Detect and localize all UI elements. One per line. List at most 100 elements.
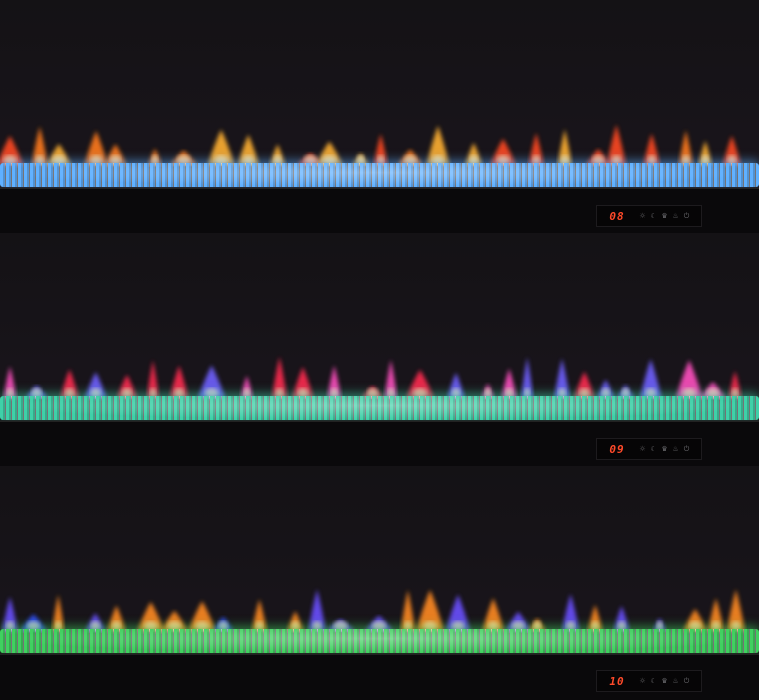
flame bbox=[52, 594, 65, 631]
flame-core bbox=[167, 621, 182, 631]
flame-core bbox=[532, 155, 540, 165]
control-panel: 09 ☼ ☾ ♛ ♨ ⏻ bbox=[596, 438, 702, 460]
flame bbox=[85, 371, 107, 398]
flame-core bbox=[451, 621, 465, 631]
flame bbox=[574, 371, 595, 398]
fireplace-panel-2: 09 ☼ ☾ ♛ ♨ ⏻ bbox=[0, 233, 759, 467]
flame-core bbox=[533, 621, 542, 631]
flame bbox=[501, 368, 517, 398]
flame bbox=[316, 141, 343, 165]
brightness-icon[interactable]: ☼ bbox=[639, 212, 646, 220]
flame-core bbox=[645, 388, 657, 398]
flame bbox=[587, 604, 603, 631]
flame-core bbox=[682, 155, 690, 165]
flame-core bbox=[111, 621, 122, 631]
crown-icon[interactable]: ♛ bbox=[661, 212, 668, 220]
flame-core bbox=[204, 388, 219, 398]
brightness-icon[interactable]: ☼ bbox=[639, 677, 646, 685]
power-icon[interactable]: ⏻ bbox=[683, 211, 690, 220]
flame-core bbox=[524, 388, 531, 398]
flame-core bbox=[218, 621, 229, 631]
flame bbox=[31, 126, 48, 165]
flame bbox=[188, 600, 216, 631]
fireplace-panel-1: 08 ☼ ☾ ♛ ♨ ⏻ bbox=[0, 0, 759, 234]
flame-core bbox=[647, 155, 656, 165]
flames bbox=[3, 356, 742, 398]
flame bbox=[84, 130, 108, 165]
flame-core bbox=[423, 621, 437, 631]
flame bbox=[292, 366, 314, 398]
flame-core bbox=[312, 621, 322, 631]
flame-core bbox=[367, 388, 379, 398]
flame-core bbox=[511, 621, 525, 631]
flame bbox=[251, 599, 267, 631]
power-icon[interactable]: ⏻ bbox=[683, 676, 690, 685]
crown-icon[interactable]: ♛ bbox=[661, 677, 668, 685]
flame-core bbox=[333, 621, 348, 631]
flame-core bbox=[356, 155, 365, 165]
flame-core bbox=[149, 388, 156, 398]
flame-core bbox=[731, 388, 739, 398]
flame bbox=[137, 601, 165, 631]
flame bbox=[726, 589, 745, 631]
flame-core bbox=[413, 388, 427, 398]
flame-core bbox=[505, 388, 513, 398]
crown-icon[interactable]: ♛ bbox=[661, 445, 668, 453]
flame-core bbox=[90, 621, 101, 631]
flame-core bbox=[110, 155, 121, 165]
flame bbox=[445, 594, 471, 631]
flame-core bbox=[322, 155, 337, 165]
flame bbox=[2, 596, 18, 631]
moon-icon[interactable]: ☾ bbox=[650, 677, 657, 685]
flame bbox=[707, 598, 724, 631]
flame-core bbox=[372, 621, 386, 631]
flame-core bbox=[451, 388, 461, 398]
flame-core bbox=[496, 155, 510, 165]
flame bbox=[269, 144, 286, 165]
flame-core bbox=[487, 621, 499, 631]
flame bbox=[271, 356, 288, 398]
crystal-bed bbox=[0, 396, 759, 420]
flame-core bbox=[611, 155, 622, 165]
flame-core bbox=[727, 155, 737, 165]
flame bbox=[161, 610, 188, 631]
flame bbox=[678, 130, 693, 165]
flame bbox=[400, 589, 416, 631]
flame bbox=[198, 365, 226, 398]
flames bbox=[2, 589, 745, 631]
flame-icon[interactable]: ♨ bbox=[672, 212, 679, 220]
flame-core bbox=[558, 388, 566, 398]
flame-core bbox=[387, 388, 395, 398]
flame-core bbox=[404, 155, 417, 165]
flame bbox=[698, 140, 713, 165]
flame bbox=[46, 143, 72, 165]
power-icon[interactable]: ⏻ bbox=[683, 444, 690, 453]
flame bbox=[722, 135, 741, 165]
flame bbox=[613, 605, 630, 631]
flame-core bbox=[706, 388, 720, 398]
moon-icon[interactable]: ☾ bbox=[650, 212, 657, 220]
flame-core bbox=[621, 388, 630, 398]
flame bbox=[327, 365, 342, 398]
flame-icon[interactable]: ♨ bbox=[672, 677, 679, 685]
flame bbox=[207, 129, 235, 165]
brightness-icon[interactable]: ☼ bbox=[639, 445, 646, 453]
flame-core bbox=[617, 621, 626, 631]
moon-icon[interactable]: ☾ bbox=[650, 445, 657, 453]
flame-core bbox=[174, 388, 184, 398]
flame bbox=[557, 129, 572, 165]
flame-core bbox=[579, 388, 590, 398]
flame-icon[interactable]: ♨ bbox=[672, 445, 679, 453]
flame-core bbox=[469, 155, 478, 165]
flame-core bbox=[561, 155, 569, 165]
crystal-bed bbox=[0, 163, 759, 187]
flame-core bbox=[121, 388, 132, 398]
led-display: 09 bbox=[609, 442, 625, 456]
flame bbox=[683, 608, 707, 631]
flame bbox=[643, 133, 660, 165]
flame-core bbox=[432, 155, 444, 165]
flame-core bbox=[330, 388, 338, 398]
flame bbox=[169, 365, 189, 398]
flame-core bbox=[682, 388, 696, 398]
flame-core bbox=[243, 155, 254, 165]
